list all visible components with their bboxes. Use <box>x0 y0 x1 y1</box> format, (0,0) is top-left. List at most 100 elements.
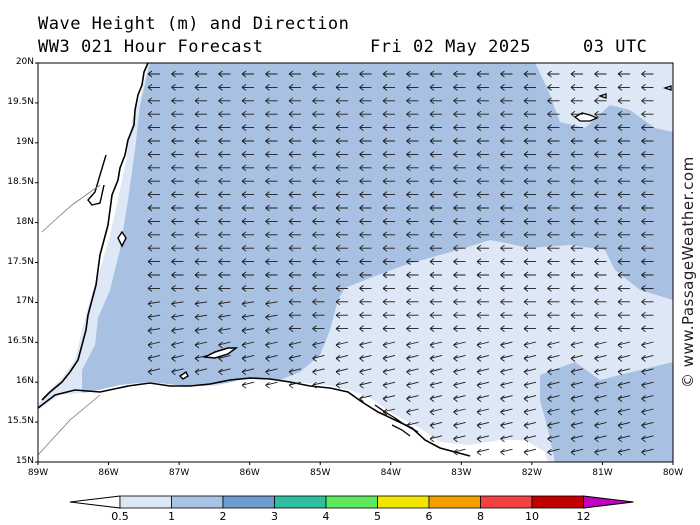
wave-arrow <box>147 368 161 376</box>
wave-arrow <box>476 395 490 402</box>
wave-arrow <box>570 395 584 402</box>
wave-arrow <box>171 84 184 91</box>
wave-arrow <box>241 218 254 225</box>
wave-arrow <box>476 341 490 349</box>
wave-arrow <box>359 354 372 362</box>
wave-arrow <box>359 285 372 292</box>
wave-arrow <box>194 218 207 225</box>
wave-arrow <box>288 271 301 279</box>
wave-arrow <box>147 164 160 172</box>
wave-arrow <box>171 313 184 321</box>
color-scale-bar <box>69 495 634 509</box>
wave-arrow <box>288 110 301 118</box>
wave-arrow <box>147 151 160 158</box>
wave-arrow <box>288 84 301 91</box>
wave-arrow <box>476 298 489 306</box>
wave-arrow <box>265 84 278 91</box>
wave-arrow <box>288 354 302 362</box>
wave-arrow <box>382 177 395 185</box>
wave-arrow <box>453 381 466 389</box>
wave-arrow <box>523 204 536 212</box>
wave-arrow <box>241 341 255 349</box>
lat-label: 18.5N <box>7 176 34 187</box>
wave-arrow <box>641 395 654 402</box>
swan-islands <box>573 85 672 122</box>
wave-arrow <box>241 84 254 91</box>
wave-arrow <box>429 258 442 265</box>
wave-arrow <box>476 151 489 158</box>
wave-arrow <box>218 191 231 198</box>
wave-arrow <box>147 313 161 321</box>
wave-arrow <box>453 408 466 416</box>
legend-tick-label: 12 <box>576 510 591 523</box>
wave-arrow <box>429 298 442 306</box>
wave-arrow <box>429 177 442 185</box>
wave-arrow <box>359 151 372 158</box>
wave-arrow <box>406 231 419 239</box>
wave-arrow <box>594 84 607 91</box>
wave-arrow <box>594 258 607 265</box>
wave-arrow <box>359 191 372 198</box>
wave-arrow <box>453 151 466 158</box>
wave-arrow <box>641 151 654 158</box>
wave-arrow <box>570 124 583 131</box>
wave-arrow <box>312 204 325 212</box>
wave-arrow <box>453 164 466 172</box>
wave-arrow <box>523 218 536 225</box>
lat-label: 19.5N <box>7 96 34 107</box>
wave-arrow <box>265 258 278 265</box>
wave-arrow <box>241 204 254 212</box>
wave-arrow <box>523 191 536 198</box>
wave-arrow <box>617 97 630 105</box>
wave-arrow <box>406 285 419 292</box>
legend-tick-label: 6 <box>425 510 433 523</box>
wave-arrow <box>194 84 207 91</box>
wave-arrow <box>570 435 584 443</box>
wave-arrow <box>218 218 231 225</box>
wave-arrow <box>312 285 325 292</box>
wave-arrow <box>641 448 654 456</box>
wave-arrow <box>453 368 466 376</box>
wave-arrow <box>641 244 654 252</box>
wave-arrow <box>547 70 560 78</box>
wave-arrow <box>241 164 254 172</box>
wave-arrow <box>641 354 654 362</box>
wave-arrow <box>218 300 231 308</box>
wave-arrow <box>547 285 560 292</box>
wave-arrow <box>641 271 654 279</box>
chart-title: Wave Height (m) and Direction <box>38 14 350 34</box>
wave-arrow <box>617 84 630 91</box>
wave-arrow <box>570 421 584 429</box>
wave-arrow <box>453 285 466 292</box>
wave-arrow <box>218 97 231 105</box>
wave-arrow <box>476 231 489 239</box>
wave-arrow <box>594 164 607 172</box>
wave-arrow <box>570 354 584 362</box>
wave-arrow <box>570 408 584 416</box>
wave-arrow <box>523 448 537 456</box>
wave-arrow <box>641 204 654 212</box>
wave-arrow <box>312 368 325 376</box>
wave-arrow <box>641 137 654 145</box>
wave-arrow <box>288 258 301 265</box>
wave-arrow <box>288 151 301 158</box>
wave-arrow <box>523 381 537 389</box>
wave-arrow <box>429 354 443 362</box>
wave-arrow <box>312 311 325 319</box>
wave-arrow <box>641 124 654 131</box>
wave-arrow <box>406 381 419 389</box>
wave-arrow <box>171 231 184 239</box>
wave-arrow <box>241 70 254 78</box>
wave-arrow <box>194 70 207 78</box>
legend-under-arrow <box>69 495 121 509</box>
wave-arrow <box>523 84 536 91</box>
wave-arrow <box>453 244 466 252</box>
wave-arrow <box>147 300 161 308</box>
wave-arrow <box>171 271 184 279</box>
wave-arrow <box>288 164 301 172</box>
wave-arrow <box>429 285 442 292</box>
wave-arrow <box>547 151 560 158</box>
wave-arrow <box>641 381 654 389</box>
wave-arrow <box>453 311 466 319</box>
wave-arrow <box>500 325 513 332</box>
